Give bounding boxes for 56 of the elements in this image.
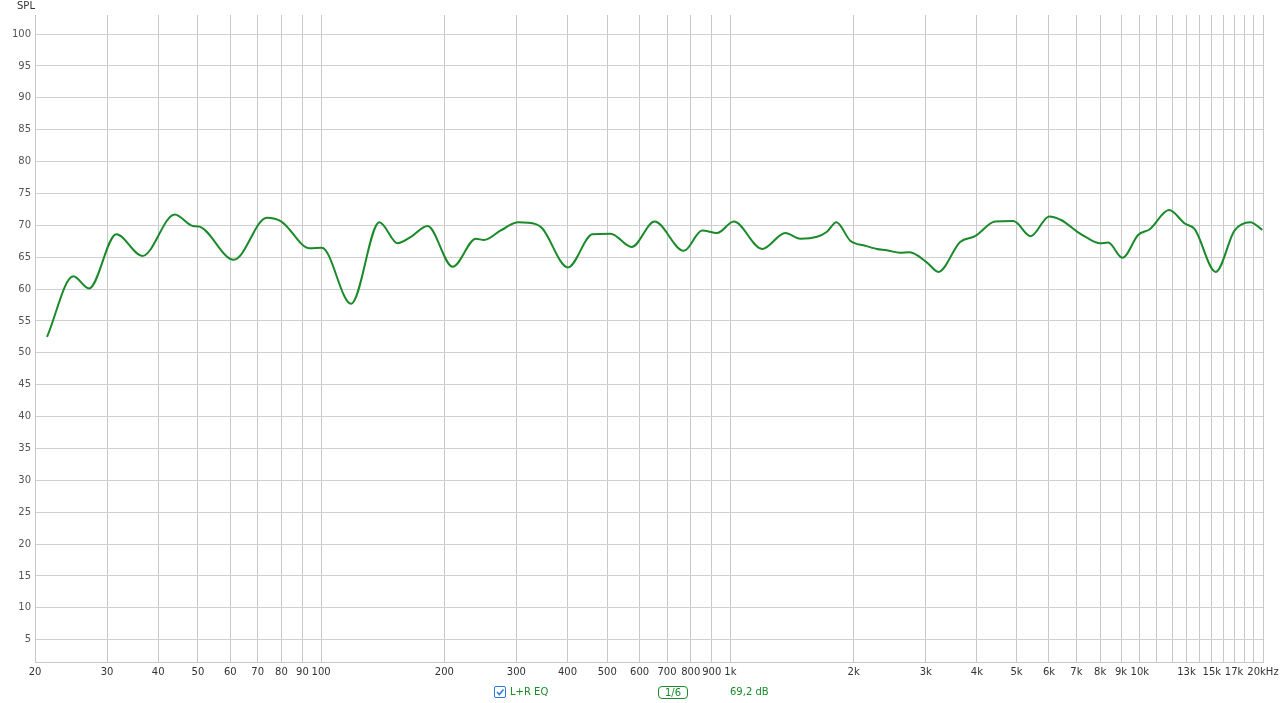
x-tick-label: 10k <box>1130 665 1150 677</box>
x-tick-label: 30 <box>100 665 114 677</box>
y-tick-label: 20 <box>18 537 31 549</box>
x-tick-label: 60 <box>223 665 237 677</box>
x-axis-title: Hz <box>1265 665 1279 677</box>
x-tick-label: 300 <box>506 665 526 677</box>
x-tick-label: 500 <box>597 665 617 677</box>
x-tick-label: 100 <box>311 665 331 677</box>
y-tick-label: 95 <box>18 59 31 71</box>
y-tick-label: 80 <box>18 155 31 167</box>
y-tick-label: 100 <box>11 27 31 39</box>
y-tick-label: 50 <box>18 346 31 358</box>
x-tick-label: 8k <box>1094 665 1107 677</box>
y-tick-label: 75 <box>18 187 31 199</box>
x-tick-label: 1k <box>724 665 737 677</box>
y-tick-label: 15 <box>18 569 31 581</box>
x-tick-label: 13k <box>1177 665 1196 677</box>
x-tick-label: 40 <box>151 665 165 677</box>
x-tick-label: 50 <box>191 665 205 677</box>
x-tick-label: 20 <box>28 665 42 677</box>
x-tick-label: 200 <box>434 665 454 677</box>
y-tick-label: 30 <box>18 473 31 485</box>
y-tick-label: 85 <box>18 123 31 135</box>
x-tick-label: 6k <box>1042 665 1056 677</box>
y-tick-label: 55 <box>18 314 31 326</box>
x-tick-label: 80 <box>275 665 288 677</box>
text: L+R EQ <box>510 685 549 699</box>
y-tick-label: 40 <box>18 410 31 422</box>
x-tick-label: 7k <box>1070 665 1083 677</box>
x-tick-label: 3k <box>919 665 933 677</box>
x-tick-label: 800 <box>681 665 701 677</box>
y-tick-label: 45 <box>18 378 31 390</box>
x-tick-label: 17k <box>1224 665 1244 677</box>
x-tick-label: 900 <box>702 665 722 677</box>
y-tick-label: 65 <box>18 250 31 262</box>
y-tick-label: 90 <box>18 91 31 103</box>
y-tick-label: 10 <box>18 601 31 613</box>
x-tick-label: 9k <box>1114 665 1128 677</box>
x-tick-label: 5k <box>1010 665 1023 677</box>
y-axis-title: SPL <box>17 0 36 11</box>
y-tick-label: 60 <box>18 282 31 294</box>
x-tick-label: 4k <box>970 665 984 677</box>
x-tick-label: 15k <box>1202 665 1222 677</box>
x-tick-label: 20k <box>1247 665 1267 677</box>
text: 69,2 dB <box>730 685 769 699</box>
text: 1/6 <box>658 686 689 699</box>
x-tick-label: 400 <box>558 665 578 677</box>
x-tick-label: 700 <box>657 665 677 677</box>
y-tick-label: 25 <box>18 505 31 517</box>
y-tick-label: 70 <box>18 218 31 230</box>
y-tick-label: 35 <box>18 442 31 454</box>
x-tick-label: 70 <box>251 665 265 677</box>
x-tick-label: 2k <box>847 665 860 677</box>
y-tick-label: 5 <box>24 633 31 645</box>
x-tick-label: 90 <box>296 665 309 677</box>
x-tick-label: 600 <box>630 665 650 677</box>
